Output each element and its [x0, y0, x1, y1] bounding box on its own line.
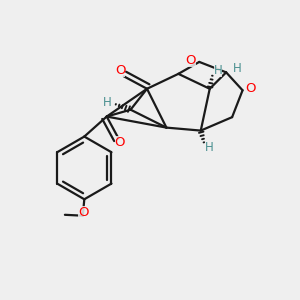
Text: O: O — [245, 82, 255, 95]
Text: O: O — [115, 136, 125, 149]
Text: H: H — [103, 96, 112, 109]
Text: H: H — [205, 140, 214, 154]
Text: O: O — [79, 206, 89, 219]
Text: H: H — [233, 62, 242, 75]
Text: O: O — [185, 54, 196, 67]
Text: H: H — [214, 64, 223, 77]
Text: O: O — [115, 64, 125, 77]
